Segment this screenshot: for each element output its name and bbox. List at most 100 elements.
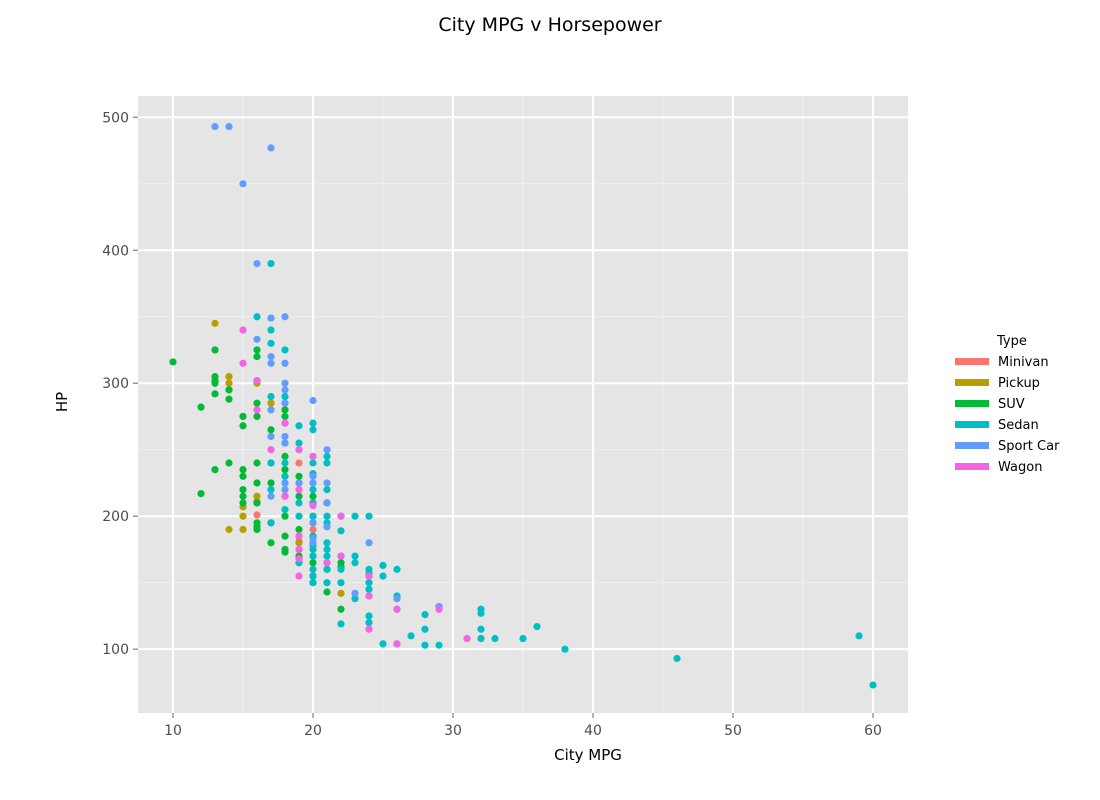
data-point — [323, 545, 331, 554]
data-point — [267, 359, 275, 367]
chart-title: City MPG v Horsepower — [438, 14, 661, 36]
y-axis-title: HP — [53, 392, 71, 412]
data-point — [239, 472, 247, 480]
data-point — [365, 625, 373, 633]
data-point — [225, 525, 233, 534]
data-point — [295, 539, 303, 547]
data-point — [491, 634, 499, 643]
data-point — [295, 512, 303, 520]
data-points — [169, 122, 877, 689]
data-point — [281, 472, 289, 480]
data-point — [337, 620, 345, 628]
data-point — [253, 406, 261, 414]
data-point — [281, 486, 289, 494]
data-point — [239, 525, 247, 534]
data-point — [281, 386, 289, 394]
y-tick-label: 500 — [102, 110, 129, 126]
data-point — [281, 532, 289, 540]
data-point — [337, 579, 345, 587]
data-point — [351, 559, 359, 567]
data-point — [309, 572, 317, 580]
data-point — [323, 539, 331, 547]
data-point — [267, 426, 275, 434]
data-point — [281, 419, 289, 427]
data-point — [309, 539, 317, 547]
data-point — [337, 605, 345, 613]
legend-swatch — [955, 442, 989, 449]
grid-minor — [138, 96, 908, 713]
data-point — [253, 511, 261, 519]
data-point — [351, 512, 359, 520]
data-point — [267, 446, 275, 454]
data-point — [253, 525, 261, 534]
data-point — [323, 588, 331, 596]
data-point — [295, 555, 303, 563]
data-point — [281, 492, 289, 500]
data-point — [267, 392, 275, 401]
data-point — [267, 326, 275, 334]
data-point — [309, 579, 317, 587]
x-axis-ticks: 10 20 30 40 50 60 — [164, 713, 882, 739]
y-tick-label: 100 — [102, 642, 129, 658]
data-point — [239, 422, 247, 430]
data-point — [267, 144, 275, 152]
data-point — [295, 499, 303, 507]
data-point — [421, 610, 429, 619]
data-point — [365, 572, 373, 580]
data-point — [309, 565, 317, 573]
data-point — [309, 479, 317, 487]
data-point — [267, 492, 275, 500]
data-point — [323, 499, 331, 507]
data-point — [225, 459, 233, 467]
data-point — [309, 545, 317, 554]
legend: Type Minivan Pickup SUV Sedan Sport Car Wagon — [955, 334, 1060, 475]
data-point — [365, 579, 373, 587]
data-point — [197, 489, 205, 498]
data-point — [281, 548, 289, 556]
data-point — [267, 479, 275, 487]
data-point — [673, 654, 681, 663]
data-point — [267, 519, 275, 527]
data-point — [337, 512, 345, 520]
data-point — [337, 565, 345, 573]
data-point — [239, 466, 247, 474]
data-point — [267, 399, 275, 407]
data-point — [365, 612, 373, 620]
data-point — [323, 486, 331, 494]
data-point — [519, 634, 527, 643]
data-point — [281, 505, 289, 514]
data-point — [211, 346, 219, 354]
data-point — [281, 432, 289, 441]
data-point — [309, 492, 317, 500]
data-point — [253, 499, 261, 507]
data-point — [309, 552, 317, 560]
data-point — [323, 523, 331, 531]
data-point — [561, 645, 569, 653]
data-point — [239, 499, 247, 507]
data-point — [253, 459, 261, 467]
legend-label: Minivan — [998, 355, 1049, 370]
data-point — [365, 539, 373, 547]
x-tick-label: 30 — [444, 723, 462, 739]
data-point — [267, 406, 275, 414]
legend-swatch — [955, 400, 989, 407]
y-tick-label: 200 — [102, 509, 129, 525]
data-point — [211, 319, 219, 327]
data-point — [309, 501, 317, 510]
data-point — [365, 618, 373, 627]
data-point — [393, 640, 401, 648]
data-point — [253, 479, 261, 487]
data-point — [421, 625, 429, 633]
data-point — [239, 326, 247, 334]
data-point — [281, 392, 289, 401]
data-point — [253, 376, 261, 385]
y-tick-label: 300 — [102, 376, 129, 392]
data-point — [337, 552, 345, 560]
data-point — [295, 459, 303, 467]
data-point — [295, 532, 303, 540]
data-point — [253, 353, 261, 361]
data-point — [281, 399, 289, 407]
data-point — [225, 379, 233, 387]
data-point — [253, 492, 261, 500]
data-point — [337, 589, 345, 597]
